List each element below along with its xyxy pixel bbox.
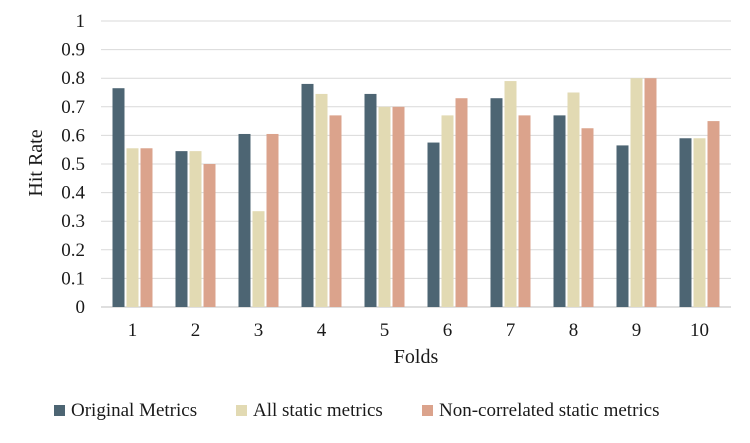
y-tick-label: 0.3 [61, 211, 85, 232]
y-tick-label: 0.7 [61, 97, 85, 118]
bar-original-metrics-fold-3 [238, 133, 251, 307]
bar-non-correlated-static-metrics-fold-10 [707, 121, 720, 307]
bar-original-metrics-fold-4 [301, 83, 314, 307]
legend-label: Original Metrics [71, 400, 197, 421]
bar-all-static-metrics-fold-5 [378, 106, 391, 307]
x-tick-label: 2 [191, 320, 201, 341]
x-tick-label: 3 [254, 320, 264, 341]
bar-all-static-metrics-fold-1 [126, 148, 139, 307]
y-tick-label: 0.2 [61, 240, 85, 261]
bar-non-correlated-static-metrics-fold-6 [455, 98, 468, 307]
bar-all-static-metrics-fold-10 [693, 138, 706, 307]
bar-original-metrics-fold-10 [679, 138, 692, 307]
bar-non-correlated-static-metrics-fold-3 [266, 133, 279, 307]
x-tick-label: 6 [443, 320, 453, 341]
x-tick-label: 7 [506, 320, 516, 341]
bar-original-metrics-fold-5 [364, 93, 377, 308]
y-tick-label: 0.8 [61, 68, 85, 89]
y-tick-label: 1 [76, 11, 86, 32]
legend-swatch [422, 405, 433, 416]
legend-label: Non-correlated static metrics [439, 400, 660, 421]
bar-non-correlated-static-metrics-fold-9 [644, 78, 657, 307]
x-tick-label: 4 [317, 320, 327, 341]
bar-non-correlated-static-metrics-fold-4 [329, 115, 342, 307]
y-axis-title: Hit Rate [25, 129, 47, 196]
bars [112, 78, 720, 308]
bar-all-static-metrics-fold-2 [189, 151, 202, 307]
bar-original-metrics-fold-2 [175, 151, 188, 307]
bar-all-static-metrics-fold-4 [315, 93, 328, 308]
bar-non-correlated-static-metrics-fold-2 [203, 164, 216, 307]
bar-original-metrics-fold-7 [490, 98, 503, 307]
x-tick-label: 1 [128, 320, 138, 341]
bar-all-static-metrics-fold-7 [504, 81, 517, 307]
bar-all-static-metrics-fold-3 [252, 211, 265, 307]
bar-non-correlated-static-metrics-fold-5 [392, 106, 405, 307]
x-tick-label: 10 [690, 320, 709, 341]
x-axis-title: Folds [394, 346, 439, 368]
bar-non-correlated-static-metrics-fold-7 [518, 115, 531, 307]
bar-original-metrics-fold-1 [112, 88, 125, 308]
y-tick-label: 0 [76, 297, 86, 318]
bar-original-metrics-fold-6 [427, 142, 440, 307]
bar-non-correlated-static-metrics-fold-1 [140, 148, 153, 307]
y-tick-label: 0.9 [61, 40, 85, 61]
y-tick-label: 0.4 [61, 183, 85, 204]
legend: Original Metrics All static metrics Non-co… [54, 400, 660, 421]
x-tick-label: 5 [380, 320, 390, 341]
bar-all-static-metrics-fold-6 [441, 115, 454, 307]
y-tick-label: 0.1 [61, 268, 85, 289]
x-tick-label: 9 [632, 320, 642, 341]
legend-label: All static metrics [253, 400, 383, 421]
legend-swatch [54, 405, 65, 416]
y-axis-ticks: 0 0.1 0.2 0.3 0.4 0.5 0.6 0.7 0.8 0.9 1 [61, 11, 85, 318]
bar-all-static-metrics-fold-9 [630, 78, 643, 307]
bar-all-static-metrics-fold-8 [567, 92, 580, 307]
y-tick-label: 0.5 [61, 154, 85, 175]
y-tick-label: 0.6 [61, 125, 85, 146]
x-tick-label: 8 [569, 320, 579, 341]
bar-original-metrics-fold-8 [553, 115, 566, 307]
bar-non-correlated-static-metrics-fold-8 [581, 128, 594, 307]
bar-original-metrics-fold-9 [616, 145, 629, 307]
x-axis-ticks: 1 2 3 4 5 6 7 8 9 10 [128, 320, 709, 341]
legend-swatch [236, 405, 247, 416]
